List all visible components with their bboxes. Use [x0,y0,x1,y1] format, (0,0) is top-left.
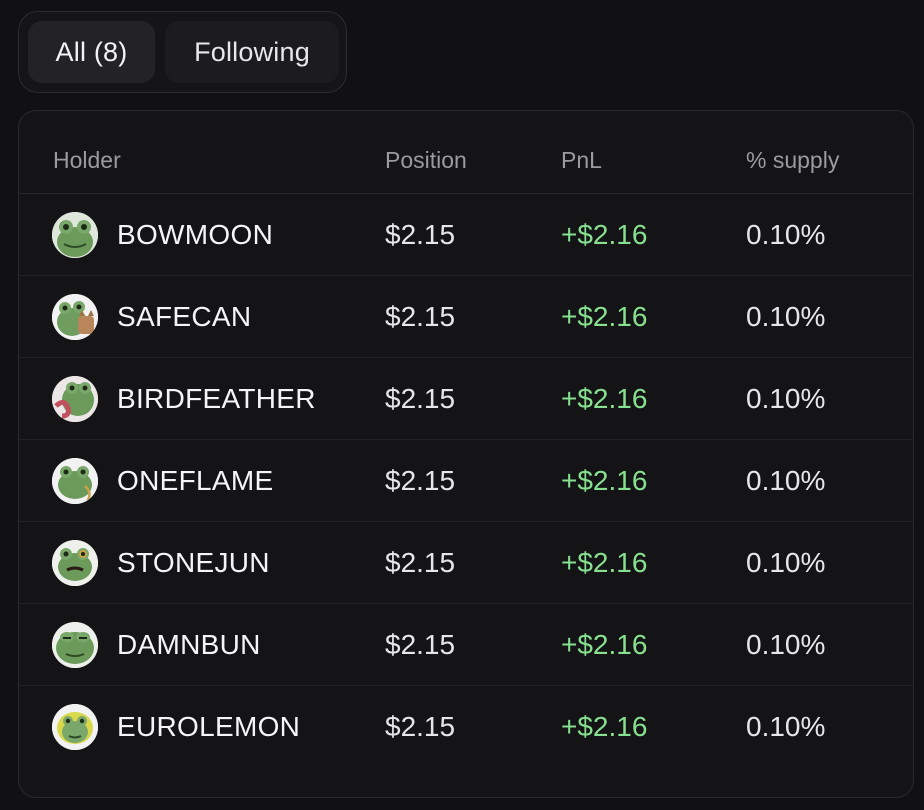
supply-value: 0.10% [746,629,826,660]
pnl-value: +$2.16 [561,711,648,742]
pnl-value: +$2.16 [561,301,648,332]
table-row[interactable]: BIRDFEATHER $2.15 +$2.16 0.10% [19,358,913,440]
holder-name[interactable]: SAFECAN [117,301,252,332]
frog-lemon-avatar-icon [52,704,98,750]
frog-monocle-avatar-icon [52,540,98,586]
position-value: $2.15 [385,383,456,414]
table-row[interactable]: ONEFLAME $2.15 +$2.16 0.10% [19,440,913,522]
holder-name[interactable]: DAMNBUN [117,629,261,660]
table-row[interactable]: SAFECAN $2.15 +$2.16 0.10% [19,276,913,358]
pnl-value: +$2.16 [561,465,648,496]
holder-name[interactable]: BIRDFEATHER [117,383,316,414]
holders-table: Holder Position PnL % supply BOWMOON $2.… [18,110,914,798]
table-header: Holder Position PnL % supply [19,111,913,194]
holder-name[interactable]: BOWMOON [117,219,274,250]
position-value: $2.15 [385,465,456,496]
table-row[interactable]: STONEJUN $2.15 +$2.16 0.10% [19,522,913,604]
pnl-value: +$2.16 [561,547,648,578]
pnl-value: +$2.16 [561,219,648,250]
table-row[interactable]: BOWMOON $2.15 +$2.16 0.10% [19,194,913,276]
frog-tentacle-avatar-icon [52,376,98,422]
supply-value: 0.10% [746,711,826,742]
frog-avatar-icon [52,212,98,258]
supply-value: 0.10% [746,301,826,332]
holder-filter-tabs: All (8) Following [18,11,347,93]
position-value: $2.15 [385,301,456,332]
holder-name[interactable]: ONEFLAME [117,465,274,496]
holder-name[interactable]: STONEJUN [117,547,270,578]
frog-avatar-icon [52,622,98,668]
header-holder: Holder [53,147,121,173]
pnl-value: +$2.16 [561,383,648,414]
tab-following[interactable]: Following [165,21,339,83]
position-value: $2.15 [385,547,456,578]
table-row[interactable]: EUROLEMON $2.15 +$2.16 0.10% [19,686,913,767]
holder-name[interactable]: EUROLEMON [117,711,301,742]
position-value: $2.15 [385,219,456,250]
supply-value: 0.10% [746,219,826,250]
frog-chain-avatar-icon [52,458,98,504]
frog-cat-avatar-icon [52,294,98,340]
table-row[interactable]: DAMNBUN $2.15 +$2.16 0.10% [19,604,913,686]
pnl-value: +$2.16 [561,629,648,660]
position-value: $2.15 [385,629,456,660]
header-pnl: PnL [561,147,602,173]
position-value: $2.15 [385,711,456,742]
tab-all[interactable]: All (8) [28,21,155,83]
supply-value: 0.10% [746,547,826,578]
supply-value: 0.10% [746,383,826,414]
header-supply: % supply [746,147,840,173]
header-position: Position [385,147,467,173]
supply-value: 0.10% [746,465,826,496]
